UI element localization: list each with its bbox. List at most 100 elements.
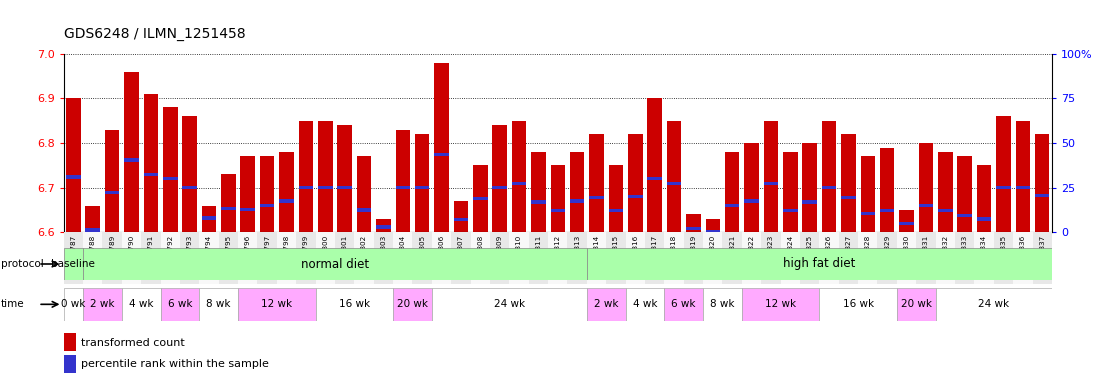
Bar bbox=[686, 215, 701, 232]
Bar bbox=[742, 288, 819, 321]
Bar bbox=[935, 232, 955, 284]
Bar bbox=[221, 174, 236, 232]
Bar bbox=[471, 232, 490, 284]
Text: GSM994830: GSM994830 bbox=[904, 235, 909, 279]
Bar bbox=[238, 288, 315, 321]
Bar bbox=[453, 201, 468, 232]
Bar bbox=[335, 232, 355, 284]
Text: 6 wk: 6 wk bbox=[168, 299, 192, 310]
Bar bbox=[783, 152, 797, 232]
Bar bbox=[803, 143, 817, 232]
Bar bbox=[337, 186, 352, 189]
Bar bbox=[1032, 232, 1052, 284]
Text: 20 wk: 20 wk bbox=[900, 299, 932, 310]
Bar bbox=[202, 205, 216, 232]
Bar bbox=[586, 288, 626, 321]
Bar bbox=[608, 209, 624, 212]
Text: GSM994809: GSM994809 bbox=[496, 235, 503, 279]
Bar bbox=[686, 227, 701, 230]
Text: 0 wk: 0 wk bbox=[61, 299, 86, 310]
Bar bbox=[957, 156, 972, 232]
Bar bbox=[957, 214, 972, 217]
Text: 8 wk: 8 wk bbox=[710, 299, 735, 310]
Bar bbox=[550, 209, 565, 212]
Bar bbox=[64, 248, 83, 280]
Text: percentile rank within the sample: percentile rank within the sample bbox=[81, 359, 269, 369]
Text: normal diet: normal diet bbox=[301, 258, 369, 270]
Text: 16 wk: 16 wk bbox=[842, 299, 874, 310]
Bar bbox=[64, 288, 83, 321]
Bar bbox=[435, 152, 449, 156]
Bar bbox=[435, 63, 449, 232]
Bar bbox=[938, 209, 953, 212]
Bar bbox=[803, 200, 817, 204]
Bar bbox=[648, 177, 662, 180]
Bar bbox=[1035, 194, 1050, 197]
Text: 6 wk: 6 wk bbox=[672, 299, 696, 310]
Bar bbox=[570, 152, 584, 232]
Bar bbox=[240, 207, 255, 211]
Text: GSM994822: GSM994822 bbox=[749, 235, 754, 279]
Text: GSM994802: GSM994802 bbox=[361, 235, 367, 279]
Text: GSM994833: GSM994833 bbox=[962, 235, 967, 279]
Bar bbox=[783, 209, 797, 212]
Bar bbox=[994, 232, 1013, 284]
Text: GSM994806: GSM994806 bbox=[438, 235, 445, 279]
Bar bbox=[490, 232, 509, 284]
Bar bbox=[64, 232, 83, 284]
Bar bbox=[337, 125, 352, 232]
Text: GSM994826: GSM994826 bbox=[826, 235, 832, 279]
Bar bbox=[122, 288, 160, 321]
Bar bbox=[725, 204, 739, 207]
Bar bbox=[1013, 232, 1032, 284]
Bar bbox=[861, 156, 875, 232]
Bar bbox=[393, 232, 413, 284]
Text: GSM994817: GSM994817 bbox=[652, 235, 658, 279]
Bar bbox=[742, 232, 761, 284]
Text: GSM994824: GSM994824 bbox=[787, 235, 793, 279]
Bar bbox=[899, 222, 914, 225]
Bar bbox=[160, 288, 200, 321]
Bar bbox=[144, 94, 158, 232]
Bar bbox=[761, 232, 781, 284]
Bar bbox=[105, 130, 120, 232]
Bar bbox=[899, 210, 914, 232]
Bar bbox=[86, 228, 100, 232]
Bar bbox=[415, 186, 429, 189]
Bar bbox=[124, 158, 138, 162]
Bar bbox=[684, 232, 703, 284]
Bar bbox=[296, 232, 315, 284]
Bar bbox=[879, 147, 895, 232]
Bar bbox=[453, 218, 468, 222]
Text: GSM994787: GSM994787 bbox=[70, 235, 77, 279]
Bar bbox=[919, 204, 933, 207]
Text: GSM994836: GSM994836 bbox=[1020, 235, 1026, 279]
Bar bbox=[548, 232, 568, 284]
Bar bbox=[666, 121, 681, 232]
Bar bbox=[413, 232, 432, 284]
Bar bbox=[703, 288, 742, 321]
Bar bbox=[509, 232, 529, 284]
Bar bbox=[219, 232, 238, 284]
Text: GSM994834: GSM994834 bbox=[982, 235, 987, 279]
Bar bbox=[586, 248, 1052, 280]
Bar bbox=[279, 152, 294, 232]
Text: GDS6248 / ILMN_1251458: GDS6248 / ILMN_1251458 bbox=[64, 27, 245, 41]
Bar bbox=[586, 232, 606, 284]
Bar bbox=[626, 288, 664, 321]
Bar bbox=[357, 209, 371, 212]
Text: GSM994808: GSM994808 bbox=[478, 235, 483, 279]
Bar bbox=[432, 232, 451, 284]
Bar bbox=[879, 209, 895, 212]
Text: GSM994837: GSM994837 bbox=[1039, 235, 1045, 279]
Text: GSM994792: GSM994792 bbox=[167, 235, 173, 279]
Bar bbox=[897, 288, 935, 321]
Bar bbox=[531, 200, 546, 204]
Bar bbox=[163, 177, 178, 180]
Bar bbox=[238, 232, 257, 284]
Text: GSM994795: GSM994795 bbox=[225, 235, 232, 279]
Bar bbox=[86, 205, 100, 232]
Bar bbox=[839, 232, 859, 284]
Bar bbox=[200, 232, 219, 284]
Bar bbox=[725, 152, 739, 232]
